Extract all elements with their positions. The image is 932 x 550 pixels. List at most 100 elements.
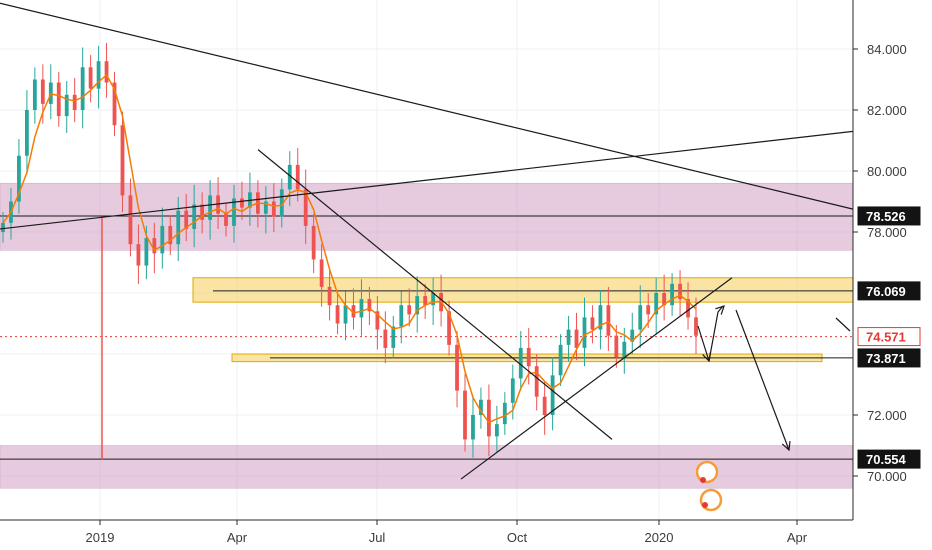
trendline-long-up (0, 130, 854, 230)
y-tick-label: 72.000 (867, 408, 907, 423)
arrow-head-down-large (781, 441, 791, 452)
candle-body (168, 225, 173, 245)
y-tick-label: 70.000 (867, 469, 907, 484)
candle-body (160, 225, 165, 254)
candle-body (240, 198, 244, 208)
level-73871-badge-label: 73.871 (866, 351, 906, 366)
x-tick-label: 2020 (645, 530, 674, 545)
candle-body (136, 244, 141, 266)
price-badges: 78.526 76.069 74.571 73.871 70.554 (857, 206, 921, 469)
trendline-mid-down (257, 149, 613, 440)
candle-body (518, 347, 523, 379)
candle-body (399, 305, 404, 327)
level-76069-badge-label: 76.069 (866, 284, 906, 299)
candle-body (192, 204, 197, 229)
x-tick-label: 2019 (86, 530, 115, 545)
x-tick-label: Oct (507, 530, 528, 545)
candle-body (1, 222, 5, 232)
zone-yellow-upper (192, 277, 854, 303)
offscreen-arrow-stub (835, 317, 851, 332)
y-tick-label: 80.000 (867, 164, 907, 179)
candle-body (271, 201, 276, 217)
candle-body (510, 378, 515, 403)
candle-body (335, 305, 340, 324)
current-price-badge-label: 74.571 (866, 330, 906, 345)
horizontal-lines-layer (0, 215, 853, 460)
event-markers-layer (695, 460, 723, 512)
candle-body (486, 399, 491, 437)
trendline-long-down (0, 2, 854, 210)
candle-body (407, 305, 412, 315)
candle-body (128, 195, 133, 245)
event-dot-icon (700, 477, 706, 483)
level-76069-badge (857, 281, 921, 301)
candle-body (494, 424, 499, 437)
moving-average-layer (2, 73, 697, 424)
candle-body (232, 198, 236, 226)
y-tick-label: 84.000 (867, 42, 907, 57)
arrow-head-down-small (702, 352, 712, 363)
candle-body (17, 155, 21, 202)
level-78526-badge (857, 206, 921, 226)
candle-body (104, 61, 109, 83)
candle-body (638, 305, 643, 330)
candle-body (622, 341, 627, 358)
candle-body (343, 305, 348, 324)
candle-body (200, 204, 205, 220)
candle-body (383, 329, 388, 348)
current-price-badge (857, 327, 921, 347)
candle-body (662, 293, 667, 306)
candle-body (590, 317, 595, 330)
candle-body (359, 299, 364, 318)
candle-body (208, 195, 213, 220)
candle-body (224, 213, 228, 226)
candle-body (279, 189, 284, 217)
level-70554-badge (857, 449, 921, 469)
candle-body (40, 79, 45, 104)
trendlines-layer (0, 2, 854, 480)
level-70554-badge-label: 70.554 (866, 452, 907, 467)
candle-body (311, 225, 316, 260)
candle-body (144, 238, 149, 266)
level-73871-badge (857, 348, 921, 368)
candle-body (287, 164, 292, 190)
candle-body (614, 335, 619, 358)
y-axis-ticks: 84.000 82.000 80.000 78.000 72.000 70.000 (853, 42, 907, 484)
candle-body (96, 61, 101, 89)
candle-body (455, 344, 459, 391)
candle-body (48, 82, 53, 104)
moving-average-line (2, 73, 697, 424)
candle-body (184, 210, 189, 229)
candle-body (24, 110, 29, 156)
candle-body (502, 402, 507, 425)
candle-body (479, 399, 483, 415)
candle-body (152, 238, 157, 254)
candle-body (303, 189, 308, 226)
candle-body (526, 347, 531, 367)
level-78526-badge-label: 78.526 (866, 209, 906, 224)
event-marker-icon (695, 460, 719, 484)
candle-body (574, 329, 579, 348)
candle-body (391, 326, 396, 348)
candle-body (566, 329, 571, 345)
candle-body (447, 311, 451, 345)
candle-body (582, 317, 587, 348)
candle-body (295, 164, 300, 190)
candle-body (88, 67, 93, 89)
event-dot-icon (702, 502, 708, 508)
candle-body (367, 299, 372, 312)
candle-body (471, 415, 475, 440)
x-tick-label: Apr (227, 530, 248, 545)
candle-body (56, 82, 61, 117)
candle-body (550, 375, 555, 415)
candle-body (415, 296, 420, 315)
y-tick-label: 78.000 (867, 225, 907, 240)
candle-body (598, 305, 603, 330)
candle-body (534, 366, 539, 397)
candle-body (375, 311, 380, 330)
candle-body (80, 67, 85, 110)
projection-arrow-down (735, 309, 790, 451)
arrow-head-up (715, 305, 725, 315)
candle-body (678, 283, 682, 300)
